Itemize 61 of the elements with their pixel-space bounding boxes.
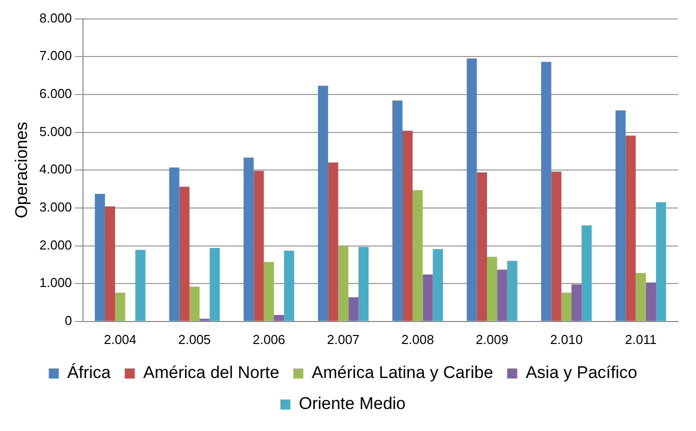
bar bbox=[422, 274, 433, 321]
bar bbox=[94, 194, 105, 321]
bar bbox=[244, 158, 254, 321]
bar bbox=[318, 86, 328, 321]
bar bbox=[274, 314, 284, 321]
x-tick-label: 2.009 bbox=[476, 332, 508, 347]
bar bbox=[338, 245, 348, 321]
bar bbox=[486, 256, 498, 321]
bar bbox=[541, 62, 552, 321]
bar bbox=[254, 170, 264, 321]
x-tick-label: 2.006 bbox=[252, 332, 286, 347]
x-tick-label: 2.011 bbox=[625, 332, 657, 347]
bar bbox=[189, 286, 200, 321]
bar bbox=[656, 202, 666, 321]
bar bbox=[466, 58, 477, 321]
legend-label: América Latina y Caribe bbox=[312, 363, 494, 382]
bar bbox=[582, 225, 592, 321]
bar bbox=[476, 172, 487, 321]
bar bbox=[497, 270, 508, 321]
bar bbox=[210, 248, 220, 321]
legend-label: África bbox=[67, 363, 112, 382]
bar bbox=[432, 249, 443, 321]
y-tick-label: 1.000 bbox=[39, 275, 72, 290]
bar bbox=[264, 262, 274, 321]
y-tick-label: 8.000 bbox=[39, 10, 72, 26]
bar bbox=[616, 110, 626, 321]
y-axis-title: Operaciones bbox=[12, 122, 31, 218]
bar bbox=[358, 246, 369, 321]
bar bbox=[412, 190, 423, 321]
x-tick-label: 2.008 bbox=[401, 332, 434, 347]
bar bbox=[507, 260, 518, 321]
bar bbox=[636, 272, 646, 321]
bar bbox=[571, 284, 582, 321]
bar bbox=[284, 250, 294, 321]
y-tick-label: 4.000 bbox=[39, 162, 72, 177]
y-tick-label: 3.000 bbox=[39, 200, 72, 215]
bar bbox=[402, 130, 413, 321]
bar bbox=[179, 186, 190, 321]
y-tick-label: 0 bbox=[64, 312, 72, 328]
legend-label: América del Norte bbox=[143, 363, 280, 382]
bar bbox=[115, 292, 126, 321]
y-tick-label: 6.000 bbox=[39, 86, 72, 102]
x-tick-label: 2.005 bbox=[178, 332, 211, 347]
x-tick-label: 2.004 bbox=[104, 332, 136, 347]
y-tick-label: 2.000 bbox=[39, 237, 72, 252]
bar bbox=[348, 297, 358, 321]
bar bbox=[561, 292, 572, 321]
x-tick-label: 2.007 bbox=[327, 332, 360, 347]
x-tick-label: 2.010 bbox=[550, 332, 583, 347]
legend-label: Oriente Medio bbox=[298, 394, 406, 414]
bar bbox=[551, 172, 562, 321]
legend-label: Asia y Pacífico bbox=[526, 363, 638, 382]
bar bbox=[392, 100, 402, 321]
y-tick-label: 5.000 bbox=[39, 124, 72, 139]
bar bbox=[104, 206, 116, 321]
bar bbox=[328, 162, 338, 321]
bar bbox=[135, 250, 146, 321]
bar bbox=[646, 282, 656, 321]
bar bbox=[626, 136, 636, 321]
bar bbox=[169, 167, 180, 321]
y-tick-label: 7.000 bbox=[39, 48, 72, 64]
